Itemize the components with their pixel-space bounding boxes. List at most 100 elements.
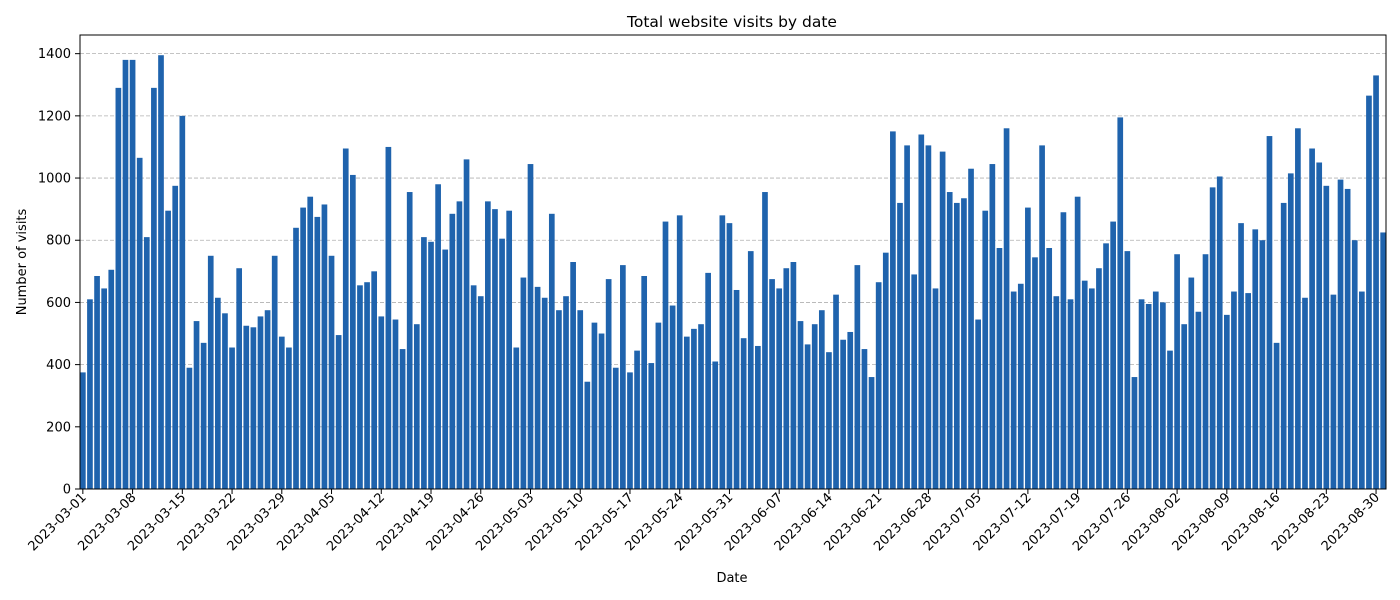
- bar: [648, 363, 655, 489]
- bar: [215, 297, 221, 489]
- bar: [1138, 299, 1145, 489]
- bar: [328, 255, 335, 489]
- bar: [1373, 75, 1379, 490]
- bar: [691, 328, 697, 489]
- bar: [755, 345, 761, 489]
- y-tick-label: 200: [46, 420, 71, 435]
- bar: [477, 296, 484, 489]
- bar: [1053, 296, 1060, 489]
- bar: [520, 277, 527, 489]
- bar: [243, 325, 250, 489]
- bar: [286, 347, 292, 489]
- bar: [1032, 257, 1038, 489]
- bar: [250, 327, 257, 489]
- bar: [932, 288, 939, 489]
- bar: [783, 268, 790, 489]
- bar: [740, 338, 747, 489]
- bar: [1181, 324, 1188, 489]
- bar: [278, 336, 285, 489]
- bar: [392, 319, 399, 489]
- bar: [662, 221, 669, 489]
- bar: [1323, 185, 1330, 489]
- bar: [271, 255, 278, 489]
- bar: [612, 367, 619, 489]
- bar: [179, 115, 186, 490]
- bar: [307, 196, 314, 490]
- bar: [875, 282, 882, 489]
- bar: [669, 305, 676, 489]
- bar: [300, 207, 306, 489]
- bar: [946, 192, 953, 489]
- bar: [342, 148, 349, 489]
- bar: [527, 164, 534, 489]
- bar: [833, 294, 839, 489]
- bar: [80, 372, 86, 489]
- bar: [804, 344, 811, 489]
- bar: [747, 251, 754, 489]
- bar: [321, 204, 328, 489]
- bar: [1280, 202, 1287, 490]
- bar: [541, 297, 548, 489]
- bar: [897, 202, 903, 490]
- bar: [847, 331, 854, 489]
- bar: [1145, 303, 1152, 489]
- x-axis-ticks: 2023-03-012023-03-082023-03-152023-03-22…: [26, 489, 1383, 554]
- bar: [200, 342, 207, 489]
- bar: [1209, 187, 1216, 489]
- bar: [797, 321, 804, 489]
- bar: [499, 238, 505, 489]
- bar: [172, 185, 179, 489]
- bar: [1330, 294, 1337, 489]
- bar: [996, 248, 1003, 489]
- bar: [1096, 268, 1102, 489]
- bar: [449, 213, 456, 489]
- bar: [406, 192, 413, 489]
- bar: [762, 192, 768, 489]
- bar: [982, 210, 989, 490]
- bar: [918, 134, 925, 490]
- bar: [1302, 297, 1308, 489]
- bar: [683, 336, 690, 489]
- y-axis-ticks: 0 200 400 600 800 1000 1200 1400: [38, 47, 80, 498]
- bar: [719, 215, 726, 489]
- bar: [1046, 248, 1053, 489]
- bar: [790, 262, 797, 489]
- bar: [143, 237, 150, 489]
- bar: [485, 201, 491, 489]
- bar: [925, 145, 932, 489]
- bar: [413, 324, 420, 489]
- bar: [94, 275, 100, 489]
- bar: [357, 285, 363, 489]
- bar: [598, 333, 605, 489]
- bar: [1160, 302, 1166, 489]
- bar: [399, 349, 406, 489]
- bar: [1088, 288, 1095, 489]
- bar: [605, 279, 612, 489]
- bar: [1152, 291, 1159, 489]
- bar: [1316, 162, 1323, 489]
- bar: [335, 335, 342, 489]
- bar: [165, 210, 171, 490]
- bar: [563, 296, 569, 489]
- y-tick-label: 600: [46, 296, 71, 311]
- bar: [257, 316, 264, 489]
- bar: [627, 372, 633, 489]
- bar: [882, 252, 889, 489]
- bar: [1167, 350, 1173, 489]
- y-tick-label: 800: [46, 234, 71, 249]
- bar: [655, 322, 662, 489]
- bar: [548, 213, 555, 489]
- bar: [1252, 229, 1259, 490]
- bar: [1295, 128, 1301, 490]
- bar: [890, 131, 896, 489]
- bar: [591, 322, 598, 489]
- bar: [435, 184, 441, 490]
- bar: [1003, 128, 1010, 490]
- bar: [1344, 188, 1351, 489]
- bar: [1039, 145, 1045, 489]
- bar: [1174, 254, 1180, 489]
- bar: [350, 174, 356, 489]
- bar: [961, 198, 967, 489]
- bar: [1273, 342, 1280, 489]
- bar: [1103, 243, 1109, 489]
